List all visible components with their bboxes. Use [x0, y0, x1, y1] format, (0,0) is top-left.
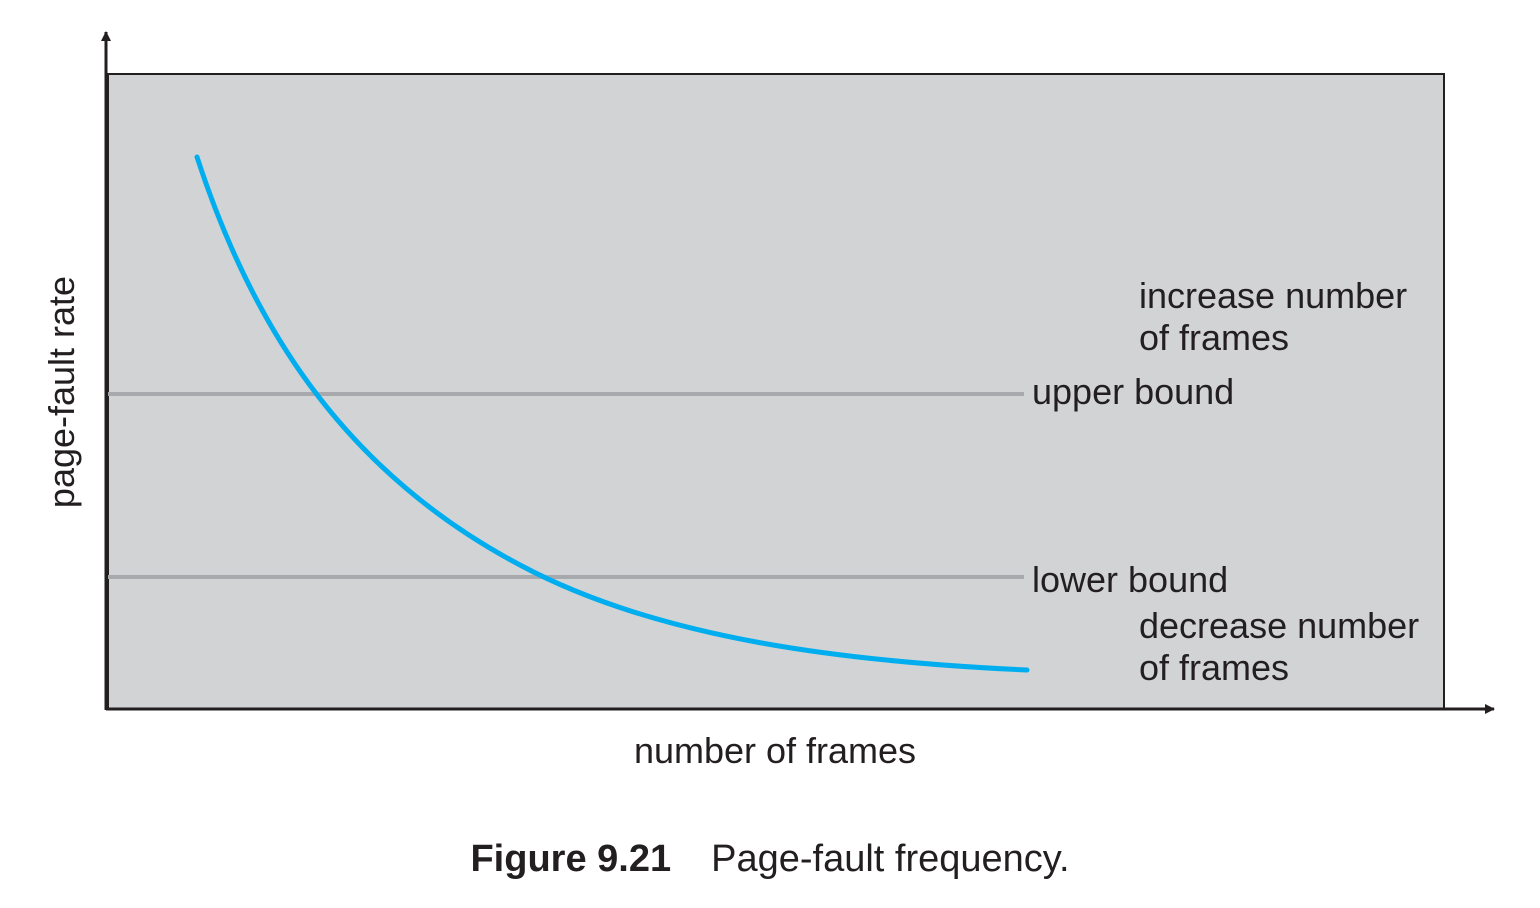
page-fault-curve	[194, 154, 1030, 673]
increase-frames-label-line-1: increase number	[1139, 275, 1407, 316]
y-axis-label: page-fault rate	[41, 276, 82, 508]
figure-number: Figure 9.21	[470, 838, 672, 880]
upper-bound-label: upper bound	[1032, 371, 1234, 412]
x-axis-label: number of frames	[634, 730, 916, 771]
decrease-frames-label-line-1: decrease number	[1139, 605, 1419, 646]
lower-bound-label: lower bound	[1032, 559, 1228, 600]
increase-frames-label-line-2: of frames	[1139, 317, 1289, 358]
plot-area	[107, 73, 1445, 710]
figure-caption: Figure 9.21 Page-fault frequency.	[0, 838, 1540, 881]
decrease-frames-label-line-2: of frames	[1139, 647, 1289, 688]
figure-title: Page-fault frequency.	[711, 838, 1070, 880]
